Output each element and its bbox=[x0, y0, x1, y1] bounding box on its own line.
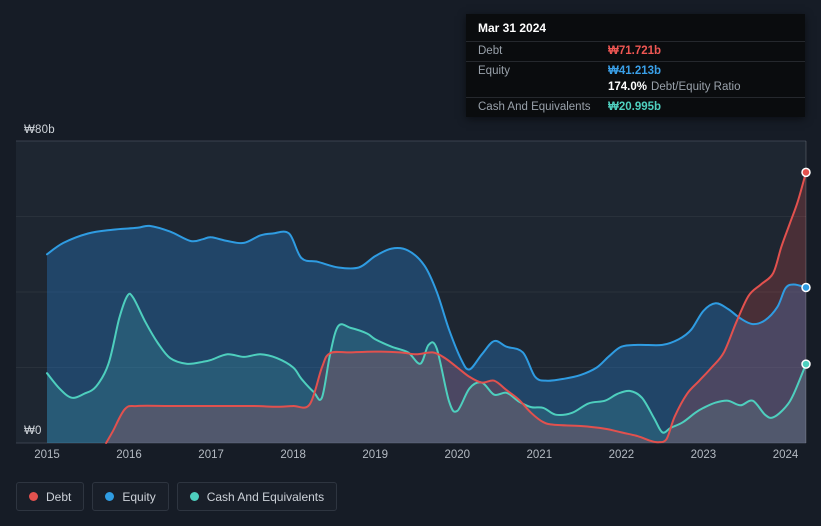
x-axis-label-2020: 2020 bbox=[444, 449, 471, 461]
debt-legend-dot-icon bbox=[29, 492, 38, 501]
equity-legend-dot-icon bbox=[105, 492, 115, 501]
equity-line bbox=[46, 224, 807, 382]
x-axis-label-2016: 2016 bbox=[116, 449, 142, 461]
x-axis-label-2018: 2018 bbox=[280, 449, 306, 461]
x-axis-label-2021: 2021 bbox=[526, 449, 553, 461]
legend-item-label: Cash And Equivalents bbox=[206, 489, 325, 504]
cash-and-equivalents-legend-dot-icon bbox=[189, 492, 199, 501]
debt-line bbox=[105, 171, 807, 444]
tooltip-equity-row: Equity ₩41.213b bbox=[466, 61, 805, 81]
debt-area bbox=[106, 172, 807, 444]
legend-item-equity[interactable]: Equity bbox=[92, 482, 169, 511]
legend-item-cash-and-equivalents[interactable]: Cash And Equivalents bbox=[176, 482, 338, 511]
tooltip-ratio-label: Debt/Equity Ratio bbox=[651, 81, 741, 93]
y-axis-label-max: ₩80b bbox=[24, 124, 55, 136]
x-axis-label-2015: 2015 bbox=[34, 449, 60, 461]
equity-endpoint-marker bbox=[801, 282, 811, 293]
y-axis-label-zero: ₩0 bbox=[24, 425, 42, 437]
chart-plot-area[interactable] bbox=[16, 141, 806, 443]
x-axis-label-2019: 2019 bbox=[362, 449, 388, 461]
chart-legend: Debt Equity Cash And Equivalents bbox=[16, 482, 338, 511]
x-axis-label-2024: 2024 bbox=[772, 449, 799, 461]
tooltip-ratio-value: 174.0% bbox=[608, 81, 648, 93]
cash-and-equivalents-endpoint-marker bbox=[801, 359, 811, 369]
tooltip-cash-row: Cash And Equivalents ₩20.995b bbox=[466, 97, 805, 117]
legend-item-debt[interactable]: Debt bbox=[16, 482, 85, 511]
legend-item-label: Equity bbox=[122, 489, 156, 504]
cash-and-equivalents-line bbox=[46, 292, 807, 434]
chart-tooltip: Mar 31 2024 Debt ₩71.721b Equity ₩41.213… bbox=[466, 14, 805, 117]
debt-endpoint-marker bbox=[801, 167, 811, 178]
tooltip-debt-value: ₩71.721b bbox=[608, 45, 662, 57]
tooltip-cash-label: Cash And Equivalents bbox=[478, 101, 591, 113]
x-axis-label-2017: 2017 bbox=[198, 449, 224, 461]
x-axis-label-2022: 2022 bbox=[608, 449, 635, 461]
equity-area bbox=[47, 225, 806, 443]
tooltip-cash-value: ₩20.995b bbox=[608, 101, 662, 113]
tooltip-equity-value: ₩41.213b bbox=[608, 65, 662, 77]
tooltip-ratio-row: 174.0% Debt/Equity Ratio bbox=[466, 81, 805, 97]
legend-item-label: Debt bbox=[46, 489, 72, 504]
tooltip-debt-label: Debt bbox=[478, 45, 503, 57]
tooltip-date: Mar 31 2024 bbox=[478, 21, 547, 35]
tooltip-debt-row: Debt ₩71.721b bbox=[466, 41, 805, 61]
tooltip-equity-label: Equity bbox=[478, 65, 510, 77]
x-axis-label-2023: 2023 bbox=[690, 449, 717, 461]
